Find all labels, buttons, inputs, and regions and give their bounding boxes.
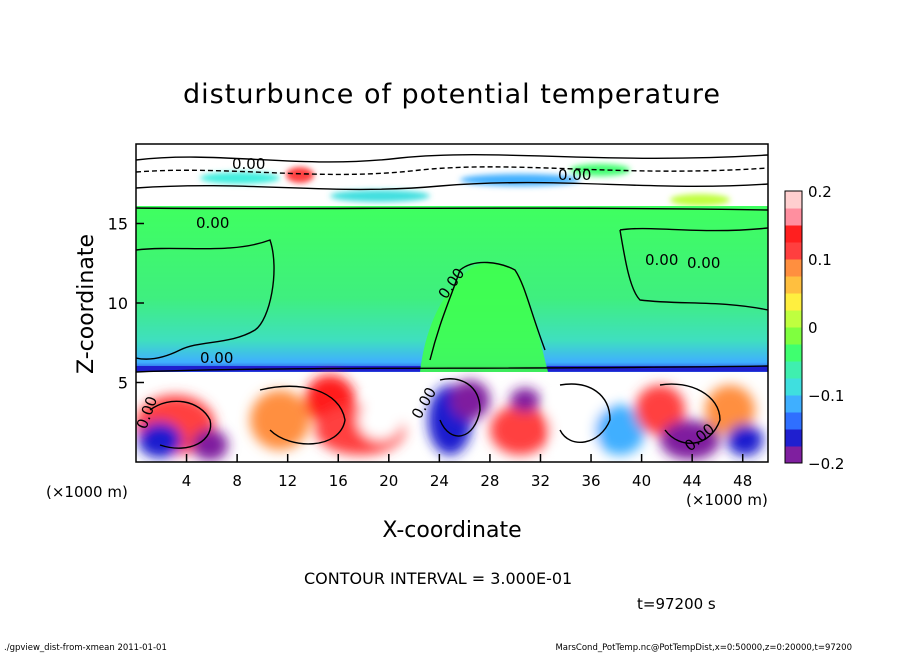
x-tick-label: 12 xyxy=(278,472,297,490)
colorbar-tick-label: 0.1 xyxy=(808,251,832,269)
lower-turbulent-layer xyxy=(136,372,768,462)
colorbar-tick-label: −0.2 xyxy=(808,455,844,473)
y-tick-label: 5 xyxy=(118,374,128,393)
x-unit-left: (×1000 m) xyxy=(46,483,128,501)
heatmap-field xyxy=(136,144,768,462)
colorbar-swatch xyxy=(785,446,802,464)
colorbar-ticks: 0.2 0.1 0 −0.1 −0.2 xyxy=(808,183,844,473)
colorbar-swatch xyxy=(785,361,802,379)
y-axis: 5 10 15 xyxy=(108,215,144,393)
contour-label: 0.00 xyxy=(687,254,720,272)
upper-turbulent-band xyxy=(200,164,730,206)
contour-lines xyxy=(136,154,768,449)
y-tick-label: 15 xyxy=(108,215,128,234)
x-tick-label: 8 xyxy=(232,472,242,490)
colorbar-swatch xyxy=(785,208,802,226)
x-tick-label: 16 xyxy=(329,472,348,490)
time-text: t=97200 s xyxy=(637,595,716,613)
colorbar-swatch xyxy=(785,276,802,294)
x-tick-label: 44 xyxy=(683,472,702,490)
x-tick-label: 40 xyxy=(632,472,651,490)
contour-label: 0.00 xyxy=(232,155,265,173)
colorbar-swatch xyxy=(785,412,802,430)
contour-label: 0.00 xyxy=(558,166,591,184)
y-axis-label: Z-coordinate xyxy=(74,234,99,374)
colorbar-swatch xyxy=(785,259,802,277)
x-tick-label: 24 xyxy=(430,472,449,490)
footer-left: ./gpview_dist-from-xmean 2011-01-01 xyxy=(4,643,167,653)
colorbar-swatch xyxy=(785,395,802,413)
colorbar-swatch xyxy=(785,378,802,396)
colorbar-swatch xyxy=(785,225,802,243)
colorbar-tick-label: 0.2 xyxy=(808,183,832,201)
contour-interval-text: CONTOUR INTERVAL = 3.000E-01 xyxy=(304,569,572,588)
convective-plume xyxy=(420,262,548,372)
x-tick-label: 28 xyxy=(480,472,499,490)
colorbar-swatch xyxy=(785,310,802,328)
colorbar-swatch xyxy=(785,242,802,260)
x-tick-label: 36 xyxy=(581,472,600,490)
footer-right: MarsCond_PotTemp.nc@PotTempDist,x=0:5000… xyxy=(555,643,852,653)
colorbar-tick-label: 0 xyxy=(808,319,818,337)
x-axis-label: X-coordinate xyxy=(382,518,521,543)
contour-label: 0.00 xyxy=(645,251,678,269)
x-unit-right: (×1000 m) xyxy=(686,491,768,509)
colorbar-swatch xyxy=(785,293,802,311)
chart-title: disturbunce of potential temperature xyxy=(183,79,721,110)
x-tick-label: 48 xyxy=(733,472,752,490)
colorbar-swatch xyxy=(785,429,802,447)
contour-label: 0.00 xyxy=(196,214,229,232)
x-tick-label: 4 xyxy=(182,472,192,490)
colorbar-swatch xyxy=(785,191,802,209)
colorbar-frame xyxy=(784,190,803,464)
colorbar xyxy=(785,191,802,464)
contour-label: 0.00 xyxy=(200,349,233,367)
x-tick-label: 20 xyxy=(379,472,398,490)
x-axis: 4 8 12 16 20 24 28 32 36 40 44 48 xyxy=(182,454,752,490)
colorbar-swatch xyxy=(785,327,802,345)
x-tick-label: 32 xyxy=(531,472,550,490)
colorbar-tick-label: −0.1 xyxy=(808,387,844,405)
y-tick-label: 10 xyxy=(108,294,128,313)
colorbar-swatch xyxy=(785,344,802,362)
